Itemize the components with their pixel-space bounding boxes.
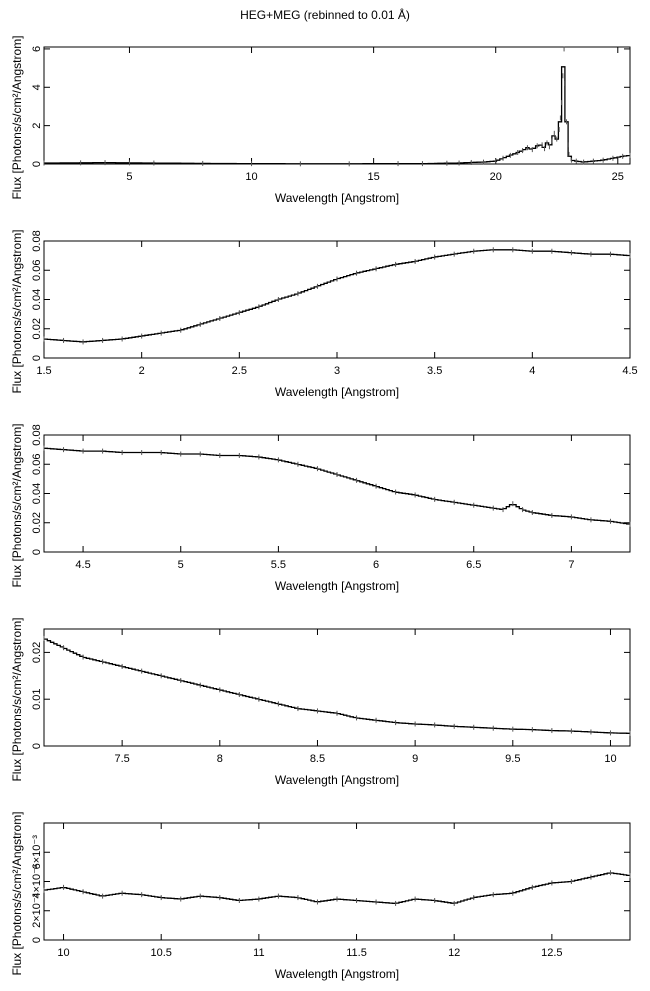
y-tick-label: 0.04 bbox=[31, 483, 43, 504]
x-axis-label: Wavelength [Angstrom] bbox=[275, 579, 399, 593]
x-tick-label: 8 bbox=[217, 753, 223, 765]
y-axis-label: Flux [Photons/s/cm²/Angstrom] bbox=[10, 229, 24, 393]
x-tick-label: 1.5 bbox=[36, 365, 51, 377]
y-tick-label: 0.02 bbox=[31, 318, 43, 339]
x-tick-label: 15 bbox=[368, 171, 380, 183]
y-tick-label: 0 bbox=[31, 743, 43, 749]
x-axis-label: Wavelength [Angstrom] bbox=[275, 967, 399, 981]
x-tick-label: 3 bbox=[334, 365, 340, 377]
y-tick-label: 2×10⁻³ bbox=[31, 893, 43, 928]
series-line-1 bbox=[44, 447, 630, 525]
plot-frame bbox=[43, 822, 631, 941]
x-tick-label: 12.5 bbox=[541, 947, 562, 959]
x-tick-label: 4.5 bbox=[622, 365, 637, 377]
chart-panel-1: 5 10 15 20 25 0 2 4 6 Wavelength [Angstrom] Flux [… bbox=[10, 35, 631, 205]
y-tick-label: 4×10⁻³ bbox=[31, 864, 43, 899]
x-tick-label: 6 bbox=[373, 559, 379, 571]
x-tick-label: 20 bbox=[490, 171, 502, 183]
x-tick-label: 5.5 bbox=[271, 559, 286, 571]
y-tick-label: 2 bbox=[31, 123, 43, 129]
x-tick-label: 4.5 bbox=[75, 559, 90, 571]
y-tick-label: 0.08 bbox=[31, 424, 43, 445]
x-tick-label: 10.5 bbox=[150, 947, 171, 959]
page-title: HEG+MEG (rebinned to 0.01 Å) bbox=[240, 8, 410, 22]
x-tick-label: 2.5 bbox=[232, 365, 247, 377]
x-tick-label: 10 bbox=[245, 171, 257, 183]
chart-panel-5: 10 10.5 11 11.5 12 12.5 0 2×10⁻³4×10⁻³6×10⁻³ Wav… bbox=[10, 811, 631, 981]
x-tick-label: 11 bbox=[253, 947, 264, 959]
x-tick-label: 7 bbox=[568, 559, 574, 571]
y-tick-label: 0 bbox=[31, 937, 43, 943]
x-tick-label: 5 bbox=[126, 171, 132, 183]
x-axis-label: Wavelength [Angstrom] bbox=[275, 191, 399, 205]
plot-frame bbox=[43, 628, 631, 747]
x-tick-label: 4 bbox=[529, 365, 535, 377]
y-axis-label: Flux [Photons/s/cm²/Angstrom] bbox=[10, 423, 24, 587]
y-tick-label: 0.08 bbox=[31, 230, 43, 251]
y-tick-label: 6×10⁻³ bbox=[31, 835, 43, 870]
x-tick-label: 6.5 bbox=[466, 559, 481, 571]
y-axis-label: Flux [Photons/s/cm²/Angstrom] bbox=[10, 617, 24, 781]
chart-panel-4: 7.5 8 8.5 9 9.5 10 0 0.01 0.02 Wavelength [Angstr… bbox=[10, 617, 631, 787]
x-tick-label: 3.5 bbox=[427, 365, 442, 377]
x-axis-label: Wavelength [Angstrom] bbox=[275, 773, 399, 787]
y-tick-label: 6 bbox=[31, 46, 43, 52]
y-tick-label: 4 bbox=[31, 84, 43, 90]
y-tick-label: 0 bbox=[31, 161, 43, 167]
series-line-1 bbox=[44, 66, 630, 165]
series-line-1 bbox=[44, 249, 630, 343]
chart-panel-3: 4.5 5 5.5 6 6.5 7 0 0.02 0.04 0.06 0.08 Wavelength … bbox=[10, 423, 631, 593]
y-axis-label: Flux [Photons/s/cm²/Angstrom] bbox=[10, 35, 24, 199]
chart-panel-2: 1.5 2 2.5 3 3.5 4 4.5 0 0.02 0.04 0.06 0.08 Waveleng… bbox=[10, 229, 638, 399]
y-tick-label: 0.06 bbox=[31, 454, 43, 475]
y-tick-label: 0.02 bbox=[31, 512, 43, 533]
x-tick-label: 25 bbox=[612, 171, 624, 183]
x-tick-label: 10 bbox=[57, 947, 69, 959]
plot-frame bbox=[43, 240, 631, 359]
x-tick-label: 5 bbox=[178, 559, 184, 571]
series-line-1 bbox=[44, 638, 630, 734]
y-tick-label: 0 bbox=[31, 355, 43, 361]
x-tick-label: 2 bbox=[139, 365, 145, 377]
x-axis-label: Wavelength [Angstrom] bbox=[275, 385, 399, 399]
x-tick-label: 10 bbox=[604, 753, 616, 765]
x-tick-label: 9 bbox=[412, 753, 418, 765]
x-tick-label: 11.5 bbox=[346, 947, 367, 959]
y-tick-label: 0.04 bbox=[31, 289, 43, 310]
x-tick-label: 8.5 bbox=[310, 753, 325, 765]
x-tick-label: 9.5 bbox=[505, 753, 520, 765]
y-tick-label: 0.06 bbox=[31, 260, 43, 281]
y-tick-label: 0.01 bbox=[31, 688, 43, 709]
y-axis-label: Flux [Photons/s/cm²/Angstrom] bbox=[10, 811, 24, 975]
x-tick-label: 7.5 bbox=[114, 753, 129, 765]
x-tick-label: 12 bbox=[448, 947, 460, 959]
y-tick-label: 0 bbox=[31, 549, 43, 555]
y-tick-label: 0.02 bbox=[31, 642, 43, 663]
